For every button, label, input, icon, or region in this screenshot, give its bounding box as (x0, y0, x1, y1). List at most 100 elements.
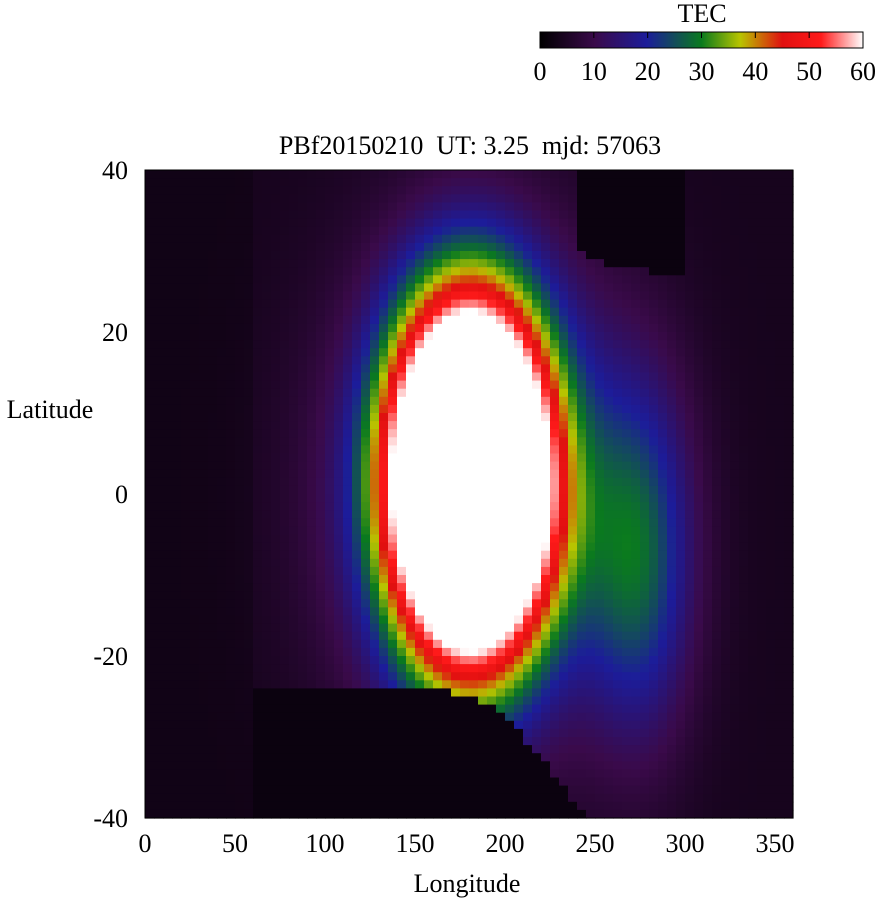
heatmap-cell (226, 437, 236, 446)
heatmap-cell (640, 210, 650, 220)
heatmap-cell (424, 639, 434, 649)
heatmap-cell (298, 307, 308, 317)
heatmap-cell (631, 566, 641, 576)
heatmap-cell (514, 720, 524, 730)
heatmap-cell (325, 745, 335, 754)
heatmap-cell (604, 178, 614, 187)
heatmap-cell (640, 672, 650, 681)
heatmap-cell (478, 372, 488, 382)
heatmap-cell (379, 396, 389, 406)
heatmap-cell (523, 218, 533, 228)
heatmap-cell (145, 437, 155, 446)
heatmap-cell (298, 761, 308, 770)
heatmap-cell (190, 186, 200, 195)
heatmap-cell (361, 566, 371, 576)
heatmap-cell (325, 299, 335, 309)
heatmap-cell (460, 566, 470, 576)
heatmap-cell (640, 307, 650, 317)
heatmap-cell (478, 761, 488, 770)
heatmap-cell (388, 615, 398, 625)
heatmap-cell (199, 453, 209, 463)
heatmap-cell (649, 364, 659, 374)
heatmap-cell (244, 340, 254, 349)
heatmap-cell (415, 801, 425, 811)
heatmap-cell (208, 348, 218, 357)
heatmap-cell (640, 348, 650, 357)
heatmap-cell (658, 502, 668, 511)
heatmap-cell (559, 388, 569, 398)
heatmap-cell (352, 315, 362, 325)
heatmap-cell (163, 348, 173, 357)
heatmap-cell (451, 267, 461, 276)
heatmap-cell (442, 332, 452, 341)
heatmap-cell (379, 566, 389, 576)
heatmap-cell (514, 607, 524, 617)
heatmap-cell (334, 429, 344, 438)
heatmap-cell (163, 251, 173, 260)
heatmap-cell (163, 809, 173, 819)
heatmap-cell (199, 259, 209, 268)
heatmap-cell (514, 453, 524, 463)
heatmap-cell (145, 291, 155, 301)
heatmap-cell (640, 607, 650, 617)
heatmap-cell (154, 558, 164, 568)
heatmap-cell (667, 283, 677, 293)
heatmap-cell (604, 704, 614, 714)
heatmap-cell (577, 299, 587, 309)
heatmap-cell (559, 672, 569, 681)
heatmap-cell (154, 785, 164, 795)
heatmap-cell (379, 599, 389, 608)
heatmap-cell (145, 178, 155, 187)
heatmap-cell (451, 259, 461, 268)
heatmap-cell (307, 607, 317, 617)
heatmap-cell (559, 315, 569, 325)
heatmap-cell (433, 186, 443, 195)
heatmap-cell (568, 477, 578, 487)
heatmap-cell (703, 178, 713, 187)
heatmap-cell (325, 704, 335, 714)
heatmap-cell (280, 437, 290, 446)
heatmap-cell (406, 639, 416, 649)
heatmap-cell (244, 421, 254, 430)
heatmap-cell (235, 753, 245, 762)
heatmap-cell (298, 251, 308, 260)
heatmap-cell (424, 753, 434, 762)
heatmap-cell (631, 623, 641, 633)
heatmap-cell (460, 591, 470, 600)
heatmap-cell (415, 777, 425, 787)
heatmap-cell (658, 720, 668, 730)
heatmap-cell (199, 283, 209, 293)
heatmap-cell (559, 777, 569, 787)
heatmap-cell (514, 461, 524, 471)
heatmap-cell (514, 421, 524, 430)
heatmap-cell (325, 591, 335, 600)
heatmap-cell (289, 720, 299, 730)
heatmap-cell (379, 809, 389, 819)
heatmap-cell (397, 615, 407, 625)
heatmap-cell (325, 534, 335, 544)
heatmap-cell (208, 550, 218, 560)
heatmap-cell (190, 267, 200, 276)
heatmap-cell (370, 785, 380, 795)
heatmap-cell (307, 575, 317, 584)
heatmap-cell (568, 348, 578, 357)
heatmap-cell (541, 364, 551, 374)
heatmap-cell (442, 550, 452, 560)
heatmap-cell (577, 639, 587, 649)
heatmap-cell (289, 680, 299, 689)
heatmap-cell (343, 737, 353, 746)
heatmap-cell (154, 485, 164, 495)
heatmap-cell (271, 461, 281, 471)
heatmap-cell (442, 267, 452, 276)
heatmap-cell (595, 234, 605, 244)
heatmap-cell (352, 550, 362, 560)
heatmap-cell (469, 477, 479, 487)
heatmap-cell (298, 429, 308, 438)
heatmap-cell (370, 534, 380, 544)
heatmap-cell (550, 550, 560, 560)
heatmap-cell (217, 226, 227, 236)
heatmap-cell (595, 761, 605, 770)
heatmap-cell (442, 680, 452, 689)
heatmap-cell (415, 753, 425, 762)
heatmap-cell (208, 404, 218, 414)
